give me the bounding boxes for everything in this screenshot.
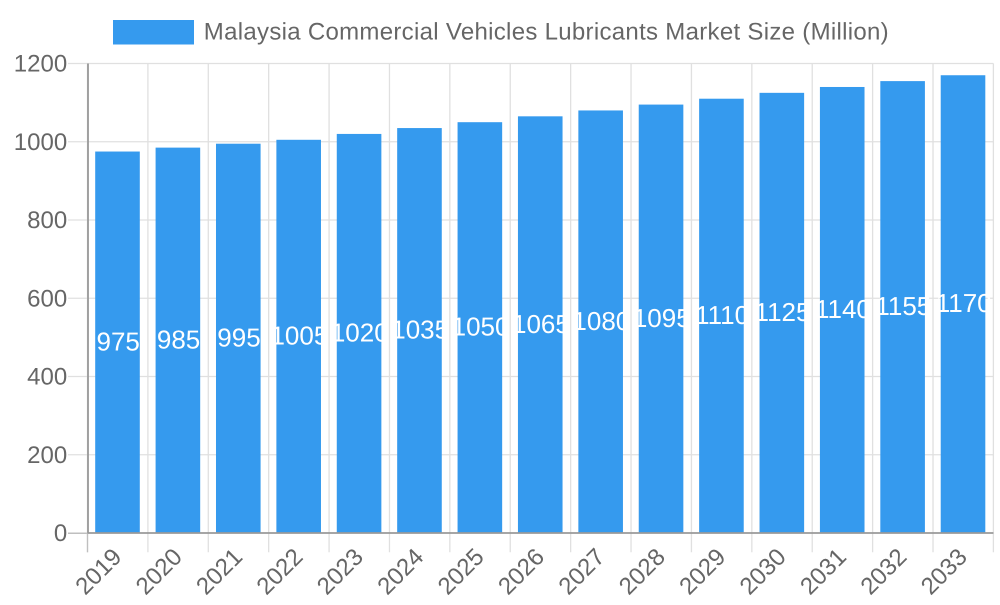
svg-text:1140: 1140 [815,294,871,324]
svg-text:1020: 1020 [331,318,389,348]
svg-text:200: 200 [27,442,67,469]
svg-text:1050: 1050 [452,312,510,342]
svg-text:995: 995 [217,322,260,352]
svg-text:800: 800 [27,207,67,234]
svg-text:Malaysia Commercial Vehicles L: Malaysia Commercial Vehicles Lubricants … [204,19,889,46]
svg-text:1170: 1170 [936,288,992,318]
svg-text:1035: 1035 [391,315,449,345]
svg-text:1005: 1005 [270,321,328,351]
svg-text:985: 985 [157,324,200,354]
svg-text:600: 600 [27,285,67,312]
svg-text:1125: 1125 [755,297,811,327]
svg-text:400: 400 [27,364,67,391]
svg-text:0: 0 [54,520,67,547]
svg-text:1095: 1095 [633,303,691,333]
svg-text:1155: 1155 [875,291,931,321]
svg-text:1080: 1080 [572,306,630,336]
svg-text:1000: 1000 [14,129,67,156]
svg-text:1065: 1065 [512,309,570,339]
svg-text:975: 975 [97,326,140,356]
svg-text:1200: 1200 [14,51,67,78]
svg-text:1110: 1110 [695,300,749,330]
